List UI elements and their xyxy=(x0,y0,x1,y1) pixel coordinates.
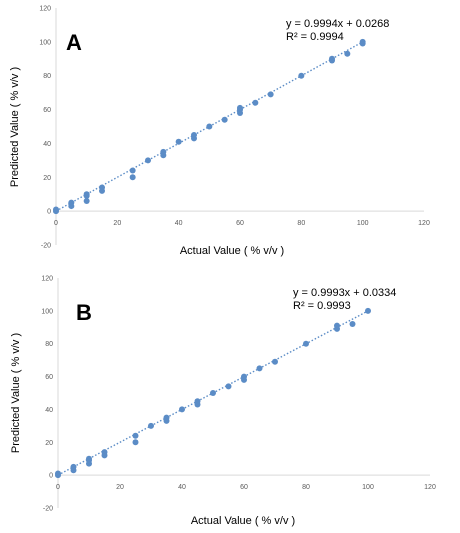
y-tick-label: 20 xyxy=(45,440,53,447)
y-tick-label: 120 xyxy=(39,6,51,13)
data-point xyxy=(359,38,366,45)
y-tick-label: -20 xyxy=(41,243,51,250)
data-point xyxy=(68,199,75,206)
data-point xyxy=(101,449,108,456)
data-point xyxy=(145,157,151,164)
data-point xyxy=(99,184,105,191)
data-point xyxy=(194,398,201,405)
x-tick-label: 80 xyxy=(302,484,310,491)
data-point xyxy=(132,439,139,446)
data-point xyxy=(55,470,61,477)
data-point xyxy=(221,116,228,123)
data-point xyxy=(237,104,243,111)
data-point xyxy=(267,91,274,98)
trendline-equation: y = 0.9993x + 0.0334 xyxy=(293,287,396,299)
data-point xyxy=(365,307,371,314)
r-squared-label: R² = 0.9993 xyxy=(293,300,351,312)
x-tick-label: 20 xyxy=(116,484,124,491)
data-point xyxy=(349,321,356,327)
data-point xyxy=(191,131,197,138)
x-axis-title: Actual Value ( % v/v ) xyxy=(191,515,295,527)
data-point xyxy=(344,50,351,57)
data-point xyxy=(329,55,335,62)
data-point xyxy=(70,463,77,470)
trendline-equation: y = 0.9994x + 0.0268 xyxy=(286,18,389,30)
data-point xyxy=(129,174,136,181)
data-point xyxy=(241,373,247,380)
y-tick-label: 100 xyxy=(41,308,53,315)
data-point xyxy=(225,383,232,390)
panel-letter: A xyxy=(66,30,82,55)
x-tick-label: 0 xyxy=(54,220,58,227)
x-tick-label: 80 xyxy=(297,220,305,227)
x-tick-label: 0 xyxy=(56,484,60,491)
x-tick-label: 120 xyxy=(424,484,436,491)
y-axis-title: Predicted Value ( % v/v ) xyxy=(9,67,21,187)
data-point xyxy=(53,206,59,213)
x-tick-label: 40 xyxy=(178,484,186,491)
data-point xyxy=(129,167,136,174)
data-point xyxy=(86,455,92,462)
y-tick-label: 40 xyxy=(45,407,53,414)
chart-panel-a: -20 0 20 40 60 80 100 120 0 20 40 60 80 100 120 y = 0.9… xyxy=(9,6,430,258)
data-point xyxy=(175,138,182,145)
x-axis-title: Actual Value ( % v/v ) xyxy=(180,245,284,257)
x-tick-label: 40 xyxy=(175,220,183,227)
data-point xyxy=(298,72,305,79)
y-tick-label: 60 xyxy=(43,107,51,114)
data-point xyxy=(179,406,185,413)
y-tick-label: 80 xyxy=(43,73,51,80)
x-tick-label: 100 xyxy=(357,220,369,227)
y-tick-label: 120 xyxy=(41,276,53,283)
r-squared-label: R² = 0.9994 xyxy=(286,31,344,43)
y-tick-label: 0 xyxy=(49,473,53,480)
data-point xyxy=(83,191,90,198)
data-point xyxy=(160,148,167,155)
y-axis-title: Predicted Value ( % v/v ) xyxy=(10,333,22,453)
data-point xyxy=(303,340,309,347)
data-point xyxy=(148,422,154,429)
data-point xyxy=(256,365,263,372)
x-tick-label: 20 xyxy=(113,220,121,227)
y-tick-label: 100 xyxy=(39,39,51,46)
data-point xyxy=(206,123,213,130)
data-point xyxy=(83,197,90,204)
y-tick-label: 80 xyxy=(45,341,53,348)
data-point xyxy=(132,432,139,439)
x-tick-label: 100 xyxy=(362,484,374,491)
data-point xyxy=(210,390,216,396)
chart-panel-b: -20 0 20 40 60 80 100 120 0 20 40 60 80 100 120 y = 0.9… xyxy=(10,276,436,528)
y-tick-label: 40 xyxy=(43,141,51,148)
data-point xyxy=(252,99,259,106)
x-tick-label: 60 xyxy=(240,484,248,491)
data-point xyxy=(334,322,340,329)
data-point xyxy=(163,414,170,421)
data-point xyxy=(272,358,278,365)
panel-letter: B xyxy=(76,300,92,325)
y-tick-label: 20 xyxy=(43,175,51,182)
y-tick-label: 60 xyxy=(45,374,53,381)
x-tick-label: 120 xyxy=(418,220,430,227)
x-tick-label: 60 xyxy=(236,220,244,227)
y-tick-label: -20 xyxy=(43,506,53,513)
y-tick-label: 0 xyxy=(47,209,51,216)
